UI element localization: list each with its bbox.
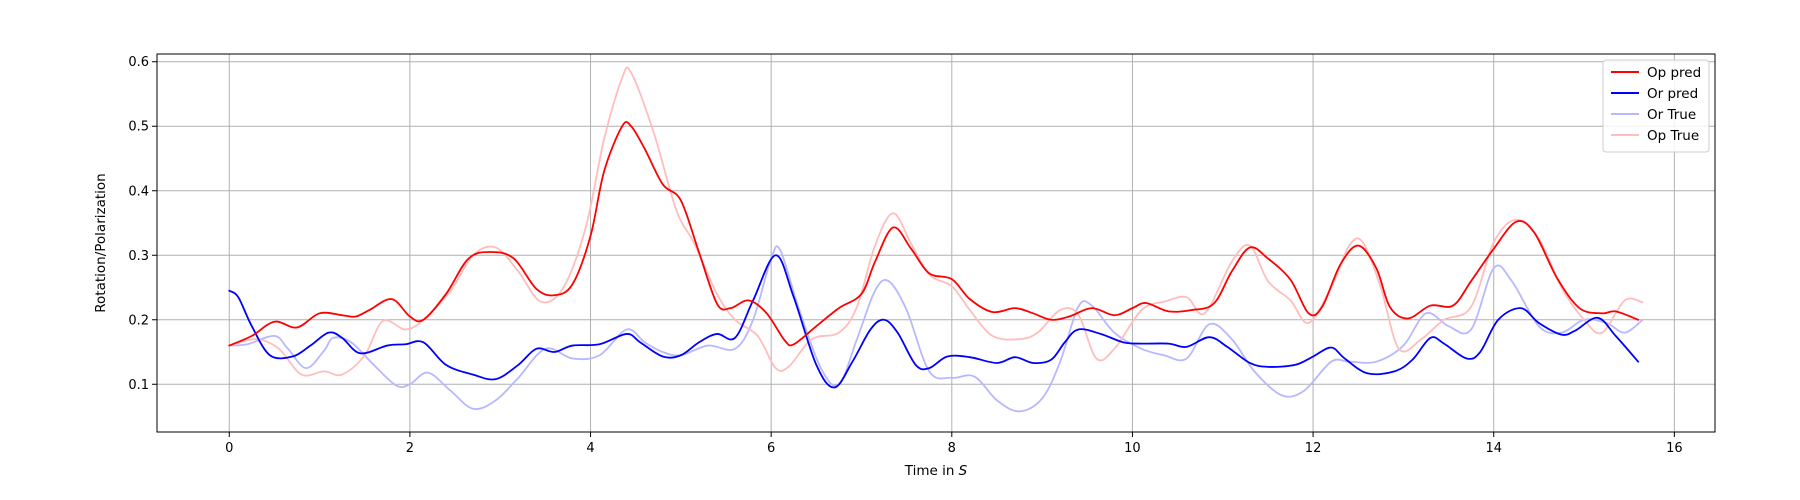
- y-tick-label: 0.2: [128, 313, 149, 328]
- legend: Op pred Or pred Or True Op True: [1602, 59, 1710, 153]
- x-tick-label: 0: [225, 441, 233, 456]
- legend-box: [1602, 59, 1710, 153]
- series-line-or-true: [228, 245, 1644, 413]
- series-layer: [228, 66, 1644, 413]
- y-tick-label: 0.3: [128, 249, 149, 264]
- x-axis-label-text: Time in: [904, 463, 959, 479]
- x-axis: 0 2 4 6 8 10 12 14 16: [225, 432, 1683, 456]
- series-line-op-pred: [228, 121, 1640, 347]
- x-tick-label: 12: [1305, 441, 1322, 456]
- y-axis-label: Rotation/Polarization: [93, 173, 109, 312]
- y-tick-label: 0.5: [128, 120, 149, 135]
- legend-label-or-true: Or True: [1647, 107, 1696, 123]
- x-axis-label: Time in S: [904, 463, 968, 479]
- x-tick-label: 8: [948, 441, 956, 456]
- y-tick-label: 0.1: [128, 378, 149, 393]
- y-axis: 0.1 0.2 0.3 0.4 0.5 0.6: [128, 55, 157, 393]
- x-tick-label: 10: [1124, 441, 1141, 456]
- legend-label-or-pred: Or pred: [1647, 86, 1698, 102]
- y-tick-label: 0.4: [128, 184, 149, 199]
- legend-label-op-pred: Op pred: [1647, 65, 1701, 81]
- x-tick-label: 14: [1485, 441, 1502, 456]
- x-tick-label: 4: [586, 441, 594, 456]
- y-tick-label: 0.6: [128, 55, 149, 70]
- plot-frame: [156, 53, 1716, 433]
- x-axis-label-unit: S: [959, 463, 968, 479]
- legend-label-op-true: Op True: [1647, 128, 1699, 144]
- x-tick-label: 16: [1666, 441, 1683, 456]
- series-line-or-pred: [228, 254, 1640, 389]
- x-tick-label: 2: [406, 441, 414, 456]
- x-tick-label: 6: [767, 441, 775, 456]
- grid-lines: [157, 54, 1715, 432]
